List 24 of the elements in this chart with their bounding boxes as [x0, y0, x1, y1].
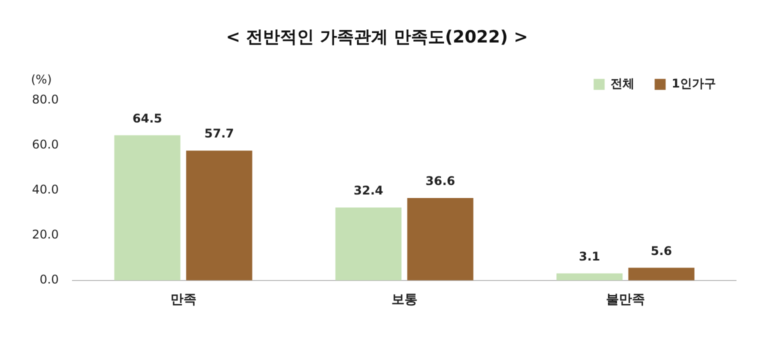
bar — [556, 273, 623, 280]
y-tick-label: 20.0 — [32, 228, 59, 242]
data-label: 57.7 — [204, 126, 234, 141]
legend-label: 전체 — [610, 76, 635, 91]
data-label: 64.5 — [132, 111, 162, 126]
data-label: 36.6 — [425, 174, 456, 188]
x-tick-label: 불만족 — [606, 292, 645, 308]
bar — [335, 208, 402, 280]
data-label: 5.6 — [650, 244, 672, 258]
bar — [628, 268, 694, 280]
legend-label: 1인가구 — [672, 76, 716, 91]
y-tick-label: 40.0 — [32, 182, 59, 197]
y-axis-title: (%) — [30, 72, 52, 87]
y-tick-label: 60.0 — [32, 138, 59, 152]
data-label: 32.4 — [354, 184, 384, 198]
data-label: 3.1 — [578, 250, 600, 264]
y-tick-label: 80.0 — [32, 92, 59, 107]
bar — [186, 150, 252, 280]
bar — [114, 135, 180, 280]
y-tick-label: 0.0 — [40, 272, 59, 287]
x-tick-label: 만족 — [170, 292, 196, 308]
chart-title: < 전반적인 가족관계 만족도(2022) > — [226, 28, 528, 48]
bar — [407, 198, 474, 280]
x-tick-label: 보통 — [391, 292, 418, 308]
